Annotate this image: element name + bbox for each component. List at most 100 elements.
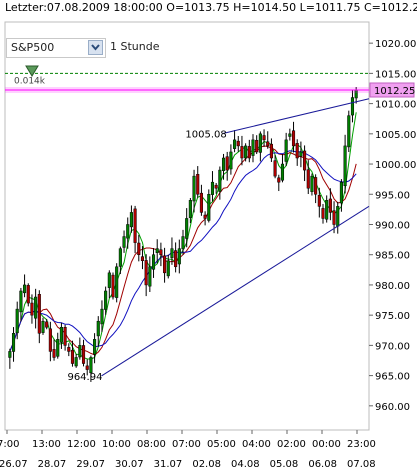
candle-body [59, 326, 63, 343]
y-tick-label: 960.00 [375, 402, 410, 413]
candle-body [144, 260, 148, 286]
x-time-label: 23:00 [347, 439, 376, 450]
candle-body [111, 274, 115, 298]
x-date-label: 30.07 [115, 459, 144, 470]
x-date-label: 07.08 [347, 459, 376, 470]
candle-body [23, 284, 27, 294]
candle-body [37, 294, 41, 334]
y-tick-label: 985.00 [375, 251, 410, 262]
candle-body [233, 139, 237, 149]
candle-body [89, 357, 93, 374]
triangle-marker-icon [25, 65, 39, 77]
candle-body [266, 141, 270, 147]
y-tick-label: 1000.00 [375, 160, 416, 171]
x-date-label: 26.07 [0, 459, 28, 470]
y-tick-label: 1015.00 [375, 69, 416, 80]
y-tick-label: 995.00 [375, 190, 410, 201]
x-time-label: 10:00 [102, 439, 131, 450]
candle-body [129, 212, 133, 228]
interval-selector[interactable]: 1 Stunde [106, 38, 186, 58]
y-axis: 960.00 965.00 970.00 975.00 980.00 985.00 990.… [369, 39, 416, 413]
y-tick-label: 1020.00 [375, 39, 416, 50]
symbol-label: S&P500 [11, 41, 55, 54]
candle-body [34, 296, 38, 319]
candle-body [52, 349, 56, 358]
candle-body [126, 224, 130, 239]
candle-body [45, 321, 49, 328]
candle-body [192, 175, 196, 202]
candle-body [325, 200, 329, 220]
symbol-selector[interactable]: S&P500 [6, 38, 106, 58]
candle-body [104, 290, 108, 310]
candle-body [306, 169, 310, 189]
candle-body [251, 139, 255, 156]
y-tick-label: 980.00 [375, 281, 410, 292]
candle-body [277, 177, 281, 183]
price-tag [369, 82, 415, 98]
candle-body [347, 115, 351, 148]
x-time-label: 13:00 [32, 439, 61, 450]
y-tick-label: 975.00 [375, 311, 410, 322]
candle-body [67, 347, 71, 352]
candle-body [15, 308, 19, 334]
price-tag-label: 1012.25 [374, 86, 415, 97]
candle-body [96, 320, 100, 337]
x-time-label: 02:00 [277, 439, 306, 450]
candle-body [343, 145, 347, 187]
y-tick-label: 990.00 [375, 220, 410, 231]
candle-body [214, 184, 218, 189]
candle-body [151, 254, 156, 270]
x-date-label: 05.08 [270, 459, 299, 470]
annotation-high: 1005.08 [185, 129, 226, 140]
trendline [223, 98, 370, 134]
candle-body [177, 248, 181, 265]
candle-body [188, 200, 192, 218]
candle-body [221, 157, 226, 171]
candle-body [218, 169, 222, 192]
candle-body [163, 255, 167, 274]
candle-body [210, 181, 215, 195]
candle-body [303, 150, 307, 171]
candle-body [181, 236, 185, 250]
candle-body [30, 302, 34, 316]
candle-body [85, 365, 89, 370]
candle-body [314, 177, 318, 195]
y-tick-label: 1005.00 [375, 130, 416, 141]
candle-body [310, 175, 314, 192]
candle-body [207, 194, 211, 221]
candle-body [317, 195, 321, 207]
candle-body [280, 163, 285, 181]
candle-body [199, 192, 203, 213]
candle-body [115, 266, 119, 298]
x-time-label: 05:00 [207, 439, 236, 450]
candle-body [339, 181, 343, 204]
candle-body [328, 198, 332, 213]
x-time-label: 08:00 [137, 439, 166, 450]
x-date-label: 29.07 [76, 459, 105, 470]
candle-body [170, 248, 174, 258]
candle-body [107, 272, 111, 288]
x-time-label: 07:00 [172, 439, 201, 450]
y-tick-label: 970.00 [375, 341, 410, 352]
candle-body [258, 133, 262, 153]
candle-body [140, 256, 145, 262]
candle-body [291, 130, 296, 147]
x-date-label: 06.08 [308, 459, 337, 470]
candle-body [196, 174, 200, 195]
trendline [101, 205, 370, 377]
candle-body [56, 339, 60, 357]
interval-label: 1 Stunde [110, 40, 160, 53]
x-time-label: 00:00 [312, 439, 341, 450]
candle-body [8, 351, 12, 358]
candle-body [174, 250, 178, 268]
candle-body [11, 333, 16, 352]
candle-body [148, 266, 152, 287]
chevron-down-icon[interactable] [88, 40, 103, 55]
candle-body [78, 345, 82, 358]
candle-body [159, 249, 163, 255]
candle-body [244, 145, 248, 159]
candle-body [137, 242, 141, 255]
candle-body [225, 156, 229, 171]
candle-body [229, 151, 233, 170]
x-date-label: 28.07 [38, 459, 67, 470]
